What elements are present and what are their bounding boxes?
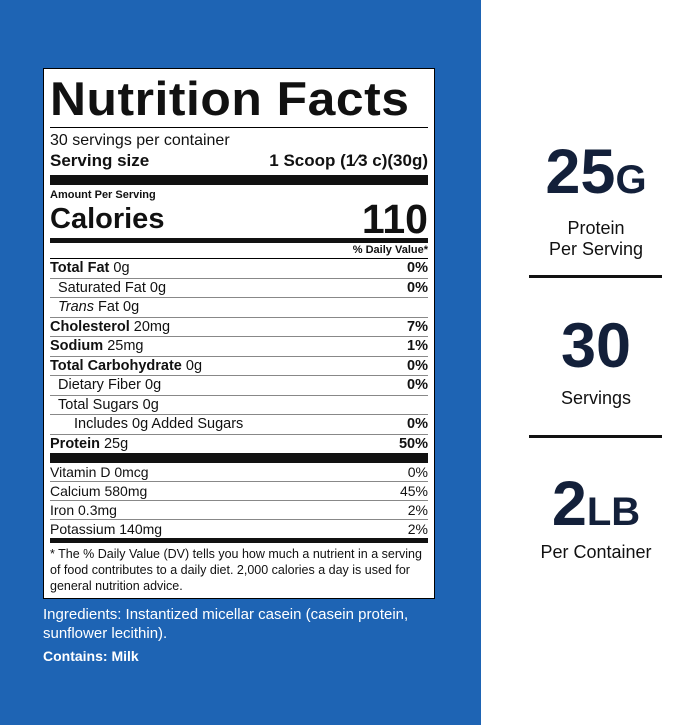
divider-medium [50,538,428,543]
vitamin-amount: 580mg [104,483,148,499]
nutrient-amount: 0g [123,299,140,315]
ingredients-text: Ingredients: Instantized micellar casein… [43,606,409,642]
nutrient-row-total-sugars: Total Sugars 0g [50,394,428,415]
stat-value: 30 [523,314,669,378]
divider-thin [50,127,428,128]
nutrient-name: Saturated Fat [58,279,146,296]
divider-thick [50,175,428,185]
vitamin-name: Vitamin D [50,464,111,480]
nutrient-amount: 0g [113,260,130,276]
nutrient-dv: 50% [398,435,428,452]
label-title: Nutrition Facts [50,72,410,125]
nutrient-dv: 0% [407,416,428,432]
nutrient-name: Fat [98,299,119,315]
daily-value-header: % Daily Value* [352,244,428,256]
stat-caption-line1: Servings [560,388,632,408]
nutrient-name: Includes 0g Added Sugars [74,416,244,432]
vitamin-name: Calcium [50,483,101,499]
nutrient-amount: 25g [103,435,129,452]
nutrient-dv: 0% [407,279,428,296]
divider-thin [50,258,428,259]
vitamin-dv: 45% [399,483,428,499]
vitamin-row-vitamin-d: Vitamin D 0mcg 0% [50,463,428,481]
nutrient-row-cholesterol: Cholesterol 20mg 7% [50,316,428,337]
nutrient-row-saturated-fat: Saturated Fat 0g 0% [50,277,428,298]
stat-caption-line1: Protein [567,218,625,238]
stat-number: 30 [560,311,632,381]
nutrient-name: Total Fat [50,260,110,276]
vitamin-row-iron: Iron 0.3mg 2% [50,500,428,519]
nutrient-amount: 0g [145,377,162,393]
stat-number: 2 [551,469,587,539]
nutrient-name: Cholesterol [50,318,130,335]
divider-medium [50,238,428,243]
nutrient-name: Protein [50,435,100,452]
vitamin-name: Potassium [50,521,116,537]
nutrient-dv: 0% [407,377,428,393]
calories-label: Calories [50,203,165,235]
vitamin-row-calcium: Calcium 580mg 45% [50,481,428,500]
servings-per-container: 30 servings per container [50,132,230,149]
nutrient-name: Total Sugars [58,396,139,413]
vitamin-amount: 0mcg [114,464,149,480]
serving-size-label: Serving size [50,151,150,170]
nutrient-amount: 25mg [107,338,144,354]
nutrient-row-trans-fat: Trans Fat 0g [50,297,428,317]
nutrient-dv: 0% [407,260,428,276]
serving-size-value: 1 Scoop (1⁄3 c)(30g) [269,151,428,170]
stat-caption-line1: Per Container [540,542,652,562]
divider-thick [50,453,428,463]
nutrient-name: Dietary Fiber [58,377,141,393]
nutrient-dv: 7% [407,318,428,335]
nutrient-row-total-carbohydrate: Total Carbohydrate 0g 0% [50,355,428,376]
nutrient-name: Sodium [50,338,104,354]
nutrient-row-sodium: Sodium 25mg 1% [50,336,428,356]
stat-container-weight: 2LB Per Container [523,472,669,563]
vitamin-amount: 140mg [119,521,163,537]
nutrient-dv: 0% [407,357,428,374]
vitamin-amount: 0.3mg [78,502,117,518]
calories-value: 110 [361,196,428,242]
stat-divider [529,275,662,278]
stat-unit: LB [586,490,641,534]
calories-row: Calories 110 [50,196,428,242]
nutrient-amount: 0g [149,279,167,296]
stat-servings: 30 Servings [523,314,669,409]
vitamin-name: Iron [50,502,75,518]
stat-caption-line2: Per Serving [548,239,644,259]
nutrient-amount: 0g [185,357,203,374]
allergen-contains-text: Contains: Milk [43,648,139,664]
serving-size-row: Serving size 1 Scoop (1⁄3 c)(30g) [50,150,428,171]
stat-divider [529,435,662,438]
nutrient-amount: 0g [142,396,159,413]
vitamin-dv: 0% [407,464,428,480]
stat-unit: G [615,158,647,202]
nutrient-row-added-sugars: Includes 0g Added Sugars 0% [50,414,428,434]
daily-value-footnote: * The % Daily Value (DV) tells you how m… [50,547,422,593]
nutrient-dv: 1% [407,338,428,354]
vitamin-dv: 2% [407,521,428,537]
stat-number: 25 [545,137,616,207]
vitamin-dv: 2% [407,502,428,518]
nutrient-name: Total Carbohydrate [50,357,182,374]
nutrient-row-dietary-fiber: Dietary Fiber 0g 0% [50,375,428,395]
stat-value: 25G [523,140,669,212]
nutrient-name-italic: Trans [58,299,94,315]
vitamin-row-potassium: Potassium 140mg 2% [50,519,428,538]
nutrition-facts-label: Nutrition Facts 30 servings per containe… [43,68,435,599]
stat-protein: 25G Protein Per Serving [523,140,669,260]
stat-value: 2LB [523,472,669,544]
nutrient-row-protein: Protein 25g 50% [50,433,428,454]
amount-per-serving: Amount Per Serving [50,189,156,201]
nutrient-row-total-fat: Total Fat 0g 0% [50,259,428,278]
nutrient-amount: 20mg [133,318,171,335]
